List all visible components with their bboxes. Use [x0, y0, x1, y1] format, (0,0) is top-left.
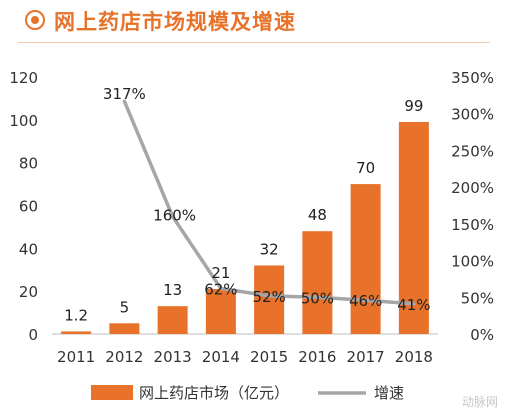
line-data-label: 52%	[252, 288, 285, 306]
x-tick-label: 2016	[298, 348, 336, 366]
bar-data-label: 1.2	[64, 306, 88, 324]
title-bar: 网上药店市场规模及增速	[0, 0, 508, 42]
bar	[205, 289, 236, 334]
y-left-tick-label: 20	[19, 283, 38, 301]
y-right-tick-label: 100%	[451, 253, 494, 271]
x-tick-label: 2013	[154, 348, 192, 366]
y-left-tick-label: 40	[19, 240, 38, 258]
y-right-tick-label: 300%	[451, 106, 494, 124]
y-right-tick-label: 350%	[451, 69, 494, 87]
bar	[302, 231, 333, 334]
legend-label-line: 增速	[374, 384, 404, 402]
line-data-label: 317%	[103, 85, 146, 103]
bar	[398, 121, 429, 334]
y-left-tick-label: 60	[19, 198, 38, 216]
bar-data-label: 32	[260, 240, 279, 258]
watermark: 动脉网	[461, 395, 498, 409]
legend-label-bar: 网上药店市场（亿元）	[139, 384, 289, 402]
y-left-tick-label: 120	[9, 69, 38, 87]
legend-swatch-bar	[91, 385, 133, 400]
bar-data-label: 99	[404, 97, 423, 115]
x-tick-label: 2012	[105, 348, 143, 366]
y-left-tick-label: 80	[19, 155, 38, 173]
bar	[254, 265, 285, 334]
y-right-tick-label: 200%	[451, 179, 494, 197]
bar-data-label: 13	[163, 281, 182, 299]
x-tick-label: 2014	[202, 348, 240, 366]
bar-data-label: 21	[211, 264, 230, 282]
line-data-label: 41%	[397, 296, 430, 314]
title-divider	[18, 42, 490, 43]
x-tick-label: 2015	[250, 348, 288, 366]
bar	[109, 323, 140, 334]
line-data-label: 160%	[153, 207, 196, 225]
y-right-tick-label: 50%	[461, 289, 494, 307]
line-data-label: 50%	[301, 289, 334, 307]
y-right-tick-label: 250%	[451, 142, 494, 160]
bar	[61, 331, 92, 334]
bar-data-label: 5	[120, 298, 130, 316]
bar	[350, 184, 381, 334]
bar-data-label: 70	[356, 159, 375, 177]
y-right-tick-label: 0%	[470, 326, 494, 344]
y-left-tick-label: 100	[9, 112, 38, 130]
x-tick-label: 2011	[57, 348, 95, 366]
chart-title: 网上药店市场规模及增速	[54, 10, 296, 34]
line-data-label: 46%	[349, 292, 382, 310]
y-left-tick-label: 0	[28, 326, 38, 344]
x-tick-label: 2017	[347, 348, 385, 366]
bar	[157, 306, 188, 334]
y-right-tick-label: 150%	[451, 216, 494, 234]
line-data-label: 62%	[204, 280, 237, 298]
bar-data-label: 48	[308, 206, 327, 224]
target-icon	[25, 10, 45, 30]
growth-line	[122, 99, 416, 306]
x-tick-label: 2018	[395, 348, 433, 366]
